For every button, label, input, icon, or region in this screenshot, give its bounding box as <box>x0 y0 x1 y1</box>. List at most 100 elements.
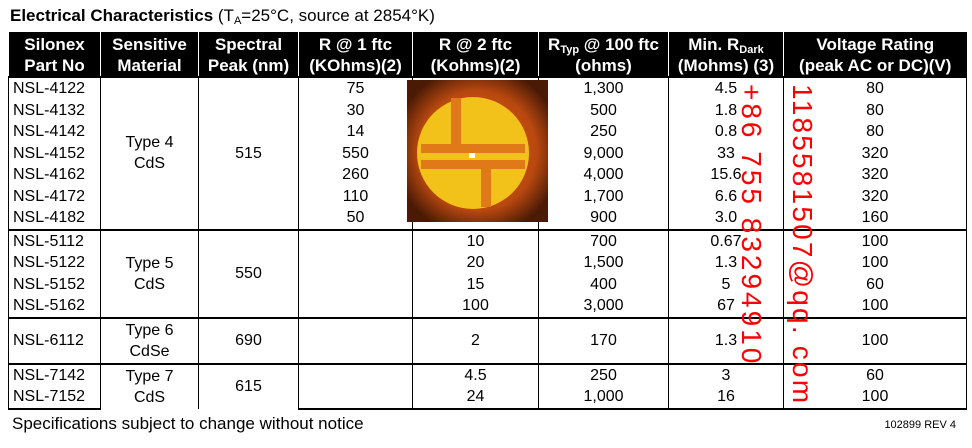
r-dark: 4.5 <box>668 76 784 100</box>
part-no: NSL-4122 <box>8 76 101 100</box>
header-line: Voltage Rating <box>784 34 967 55</box>
header-line: Part No <box>24 56 85 75</box>
part-no: NSL-4172 <box>8 185 101 207</box>
header-line: RTyp @ 100 ftc <box>539 34 668 56</box>
r-typ: 170 <box>538 316 669 365</box>
title: Electrical Characteristics (TA=25°C, sou… <box>10 6 435 27</box>
table-row: NSL-5112 Type 5 CdS 550 10 700 0.67 100 <box>8 228 967 318</box>
text: R @ 1 ftc <box>318 35 393 54</box>
column-header: RTyp @ 100 ftc (ohms) <box>538 32 669 77</box>
r-typ: 500 <box>538 99 669 121</box>
header-line: (ohms) <box>575 56 632 75</box>
spectral-peak: 515 <box>198 76 299 230</box>
watermark: 1185581507@qq. com <box>787 84 818 406</box>
part-no: NSL-5152 <box>8 273 101 295</box>
r-1ftc <box>298 362 413 386</box>
voltage: 320 <box>783 185 967 207</box>
material: Type 7 CdS <box>100 362 199 409</box>
part-no: NSL-5122 <box>8 252 101 274</box>
part-no: NSL-4182 <box>8 207 101 231</box>
text: Electrical Characteristics <box>10 6 214 25</box>
text: Silonex <box>24 35 85 54</box>
r-dark: 1.3 <box>668 252 784 274</box>
r-2ftc: 20 <box>412 252 539 274</box>
material-line: CdS <box>133 155 166 173</box>
r-2ftc: 2 <box>412 316 539 365</box>
column-header: Sensitive Material <box>100 32 199 77</box>
r-1ftc <box>298 316 413 365</box>
column-header: Silonex Part No <box>8 32 101 77</box>
r-dark: 0.8 <box>668 121 784 143</box>
r-1ftc: 50 <box>298 207 413 231</box>
r-typ: 4,000 <box>538 164 669 186</box>
column-header: Spectral Peak (nm) <box>198 32 299 77</box>
text: R @ 2 ftc <box>438 35 513 54</box>
voltage: 320 <box>783 142 967 164</box>
voltage: 80 <box>783 121 967 143</box>
r-dark: 6.6 <box>668 185 784 207</box>
r-1ftc: 110 <box>298 185 413 207</box>
header-row: Silonex Part No Sensitive Material Spectral P… <box>8 32 967 77</box>
r-1ftc: 260 <box>298 164 413 186</box>
r-typ: 250 <box>538 362 669 386</box>
voltage: 320 <box>783 164 967 186</box>
voltage: 60 <box>783 362 967 386</box>
r-typ: 1,000 <box>538 386 669 410</box>
r-1ftc: 14 <box>298 121 413 143</box>
header-line: Peak (nm) <box>207 56 290 75</box>
header-line: Min. RDark <box>669 34 783 56</box>
part-no: NSL-4162 <box>8 164 101 186</box>
r-1ftc <box>298 252 413 274</box>
r-1ftc <box>298 295 413 319</box>
table-row: NSL-5152 15 400 5 60 <box>8 273 967 295</box>
column-header: Min. RDark (Mohms) (3) <box>668 32 784 77</box>
text: R <box>548 35 561 54</box>
voltage: 80 <box>783 76 967 100</box>
part-no: NSL-5112 <box>8 228 101 252</box>
r-typ: 400 <box>538 273 669 295</box>
spectral-peak: 615 <box>198 362 299 409</box>
header-line: R @ 2 ftc <box>413 34 538 55</box>
text: Voltage Rating <box>816 35 935 54</box>
material-line: CdS <box>133 388 166 406</box>
r-1ftc: 30 <box>298 99 413 121</box>
header-line: Material <box>117 56 182 75</box>
r-dark: 1.3 <box>668 316 784 365</box>
r-typ: 9,000 <box>538 142 669 164</box>
column-header: R @ 1 ftc (KOhms)(2) <box>298 32 413 77</box>
material-line: Type 5 <box>125 254 174 272</box>
material: Type 6 CdSe <box>100 316 199 365</box>
text: @ 100 ftc <box>579 35 659 54</box>
header-line: R @ 1 ftc <box>299 34 412 55</box>
material-line: Type 6 <box>125 321 174 339</box>
part-no: NSL-7142 <box>8 362 101 386</box>
r-typ: 900 <box>538 207 669 231</box>
material: Type 5 CdS <box>100 228 199 318</box>
r-2ftc: 10 <box>412 228 539 252</box>
watermark: +86 755 83294910 <box>736 84 767 367</box>
text: Min. R <box>688 35 740 54</box>
table-row: NSL-4182 50 900 3.0 160 <box>8 207 967 231</box>
part-no: NSL-7152 <box>8 386 101 410</box>
text: Spectral <box>214 35 283 54</box>
footer-note: Specifications subject to change without… <box>12 414 364 433</box>
subscript: Dark <box>739 44 764 56</box>
subscript: A <box>233 15 242 27</box>
r-2ftc: 15 <box>412 273 539 295</box>
r-typ: 1,300 <box>538 76 669 100</box>
table-row: NSL-6112 Type 6 CdSe 690 2 170 1.3 100 <box>8 316 967 365</box>
voltage: 100 <box>783 386 967 410</box>
photocell-image <box>407 80 548 222</box>
r-1ftc <box>298 273 413 295</box>
text: =25°C, source at 2854°K) <box>241 6 435 25</box>
part-no: NSL-4132 <box>8 99 101 121</box>
voltage: 100 <box>783 252 967 274</box>
column-header: Voltage Rating (peak AC or DC)(V) <box>783 32 967 77</box>
header-line: Sensitive <box>101 34 198 55</box>
r-2ftc: 24 <box>412 386 539 410</box>
r-1ftc: 550 <box>298 142 413 164</box>
material-line: Type 4 <box>125 134 174 152</box>
r-2ftc: 100 <box>412 295 539 319</box>
r-dark: 0.67 <box>668 228 784 252</box>
